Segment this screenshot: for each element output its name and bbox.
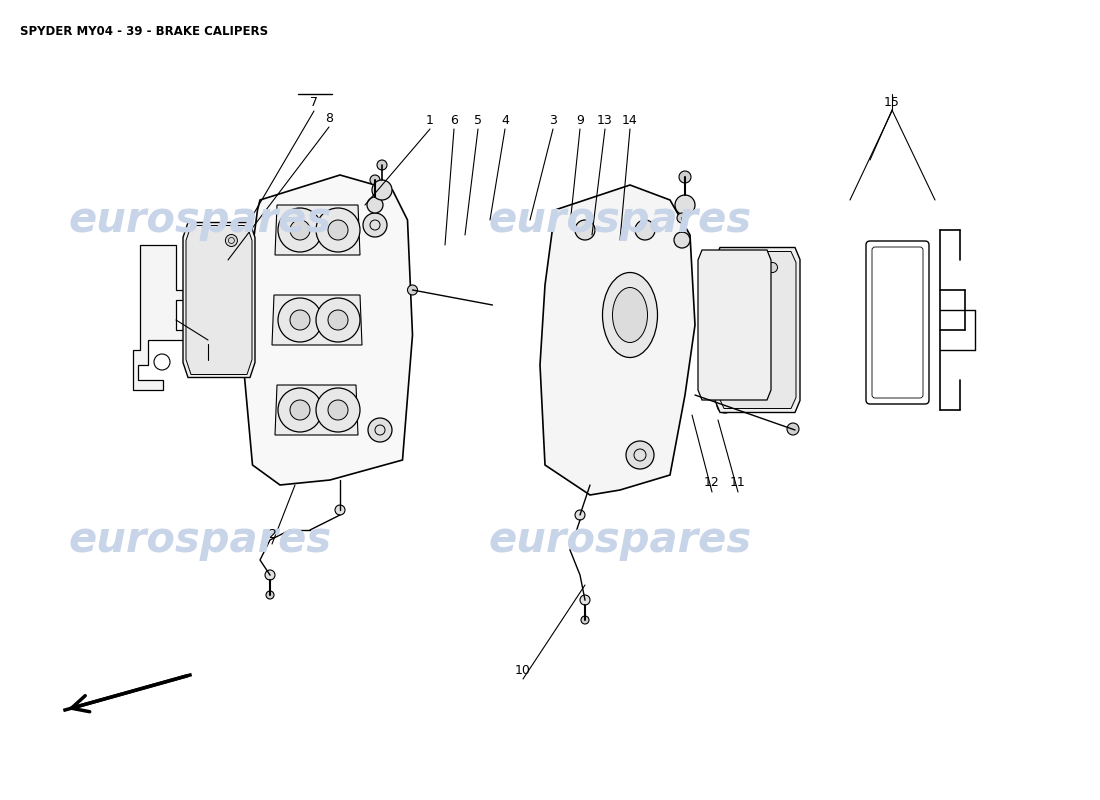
Text: 9: 9 [576,114,584,126]
Circle shape [204,336,212,344]
Circle shape [368,418,392,442]
Polygon shape [275,385,358,435]
Text: 5: 5 [474,114,482,126]
Circle shape [367,197,383,213]
Circle shape [580,595,590,605]
Text: 1: 1 [426,114,433,126]
Text: 11: 11 [730,477,746,490]
Circle shape [674,232,690,248]
Text: 10: 10 [515,663,531,677]
Circle shape [278,298,322,342]
Text: SPYDER MY04 - 39 - BRAKE CALIPERS: SPYDER MY04 - 39 - BRAKE CALIPERS [20,25,268,38]
Circle shape [768,262,778,273]
Circle shape [290,400,310,420]
Text: 4: 4 [502,114,509,126]
Text: 8: 8 [324,111,333,125]
Ellipse shape [613,287,648,342]
Text: eurospares: eurospares [68,199,331,241]
Circle shape [278,388,322,432]
Circle shape [265,570,275,580]
Polygon shape [186,226,252,374]
Text: eurospares: eurospares [68,519,331,561]
Circle shape [679,171,691,183]
Circle shape [581,616,589,624]
Circle shape [676,213,688,223]
Polygon shape [133,245,188,390]
Polygon shape [540,185,695,495]
Polygon shape [719,251,796,409]
Circle shape [226,234,238,246]
Circle shape [717,397,733,413]
Text: 6: 6 [450,114,458,126]
Polygon shape [715,247,800,413]
Circle shape [316,298,360,342]
Text: 15: 15 [884,95,900,109]
Text: 13: 13 [597,114,613,126]
Circle shape [278,208,322,252]
Circle shape [575,220,595,240]
Circle shape [407,285,418,295]
Circle shape [675,195,695,215]
Text: eurospares: eurospares [488,519,751,561]
Text: 14: 14 [623,114,638,126]
Circle shape [370,175,379,185]
Circle shape [635,220,654,240]
Circle shape [575,510,585,520]
Circle shape [290,310,310,330]
Circle shape [154,354,170,370]
Circle shape [316,388,360,432]
Polygon shape [272,295,362,345]
Text: 12: 12 [704,477,719,490]
Circle shape [786,423,799,435]
Text: 7: 7 [310,95,318,109]
Ellipse shape [603,273,658,358]
Circle shape [377,160,387,170]
Circle shape [328,220,348,240]
Text: 3: 3 [549,114,557,126]
Polygon shape [698,250,771,400]
Polygon shape [275,205,360,255]
Polygon shape [183,222,255,378]
Circle shape [316,208,360,252]
Circle shape [290,220,310,240]
Circle shape [363,213,387,237]
Circle shape [336,505,345,515]
Circle shape [626,441,654,469]
Circle shape [266,591,274,599]
Circle shape [372,180,392,200]
Circle shape [328,400,348,420]
Text: 2: 2 [268,529,276,542]
Circle shape [328,310,348,330]
Text: eurospares: eurospares [488,199,751,241]
Polygon shape [242,175,412,485]
